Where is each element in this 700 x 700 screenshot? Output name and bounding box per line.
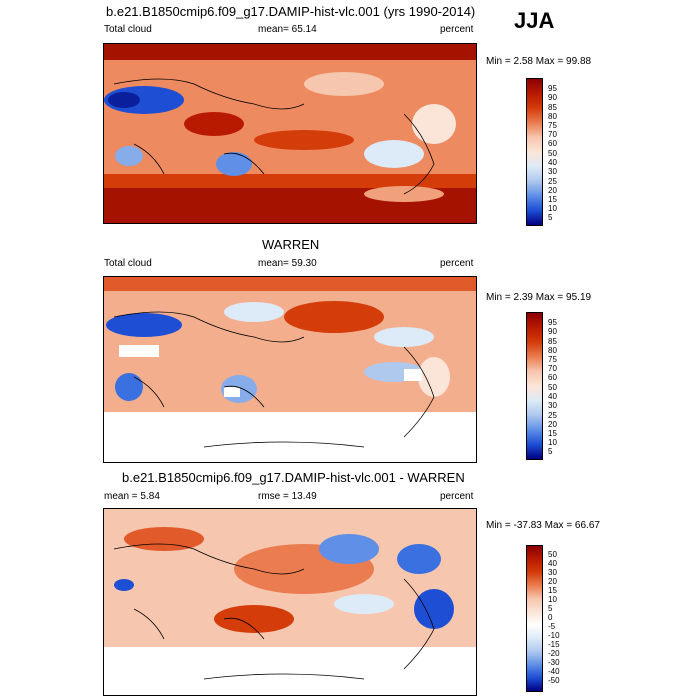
panel3-mean-label: mean = 5.84 [104, 491, 160, 502]
panel2-title: WARREN [262, 237, 320, 252]
panel3-minmax: Min = -37.83 Max = 66.67 [486, 520, 600, 531]
panel3-cb-label: 50 [548, 550, 557, 559]
panel2-units-label: percent [440, 258, 474, 269]
panel2-cb-label: 75 [548, 355, 557, 364]
panel2-cb-label: 5 [548, 447, 553, 456]
panel1-title: b.e21.B1850cmip6.f09_g17.DAMIP-hist-vlc.… [106, 4, 476, 19]
panel1-colorbar [526, 78, 543, 226]
panel1-mean-label: mean= 65.14 [258, 24, 317, 35]
panel3-cb-label: 0 [548, 613, 553, 622]
panel1-cb-label: 20 [548, 186, 557, 195]
panel2-cb-label: 95 [548, 318, 557, 327]
panel2-cb-label: 30 [548, 401, 557, 410]
panel3-cb-label: 30 [548, 568, 557, 577]
panel2-cb-label: 10 [548, 438, 557, 447]
panel3-rmse-label: rmse = 13.49 [258, 491, 317, 502]
panel2-left-label: Total cloud [104, 258, 152, 269]
panel1-map-field [104, 44, 476, 223]
panel2-cb-label: 50 [548, 383, 557, 392]
panel1-cb-label: 75 [548, 121, 557, 130]
panel3-cb-label: -5 [548, 622, 556, 631]
panel3-cb-label: 40 [548, 559, 557, 568]
panel3-cb-label: 5 [548, 604, 553, 613]
panel2-cb-label: 80 [548, 346, 557, 355]
panel1-cb-label: 15 [548, 195, 557, 204]
panel3-cb-label: 10 [548, 595, 557, 604]
panel3-cb-label: -15 [548, 640, 560, 649]
panel1-cb-label: 70 [548, 130, 557, 139]
panel2-cb-label: 15 [548, 429, 557, 438]
panel2-cb-label: 85 [548, 337, 557, 346]
panel2-colorbar [526, 312, 543, 460]
panel2-minmax: Min = 2.39 Max = 95.19 [486, 292, 592, 303]
panel3-cb-label: 15 [548, 586, 557, 595]
panel2-cb-label: 20 [548, 420, 557, 429]
season-label: JJA [514, 8, 555, 33]
panel3-cb-label: -40 [548, 667, 560, 676]
panel3-units-label: percent [440, 491, 474, 502]
panel2-cb-label: 60 [548, 373, 557, 382]
panel2-map-field [104, 277, 476, 462]
panel3-map [103, 508, 477, 696]
panel1-cb-label: 25 [548, 177, 557, 186]
panel3-cb-label: -50 [548, 676, 560, 685]
panel2-cb-label: 25 [548, 411, 557, 420]
panel1-minmax: Min = 2.58 Max = 99.88 [486, 56, 592, 67]
panel1-cb-label: 85 [548, 103, 557, 112]
panel1-cb-label: 60 [548, 139, 557, 148]
panel2-cb-label: 70 [548, 364, 557, 373]
panel2-mean-label: mean= 59.30 [258, 258, 317, 269]
panel3-map-field [104, 509, 476, 695]
panel2-map [103, 276, 477, 463]
panel3-cb-label: 20 [548, 577, 557, 586]
panel1-units-label: percent [440, 24, 474, 35]
panel1-cb-label: 80 [548, 112, 557, 121]
panel1-cb-label: 40 [548, 158, 557, 167]
panel2-cb-label: 40 [548, 392, 557, 401]
panel2-cb-label: 90 [548, 327, 557, 336]
panel1-cb-label: 30 [548, 167, 557, 176]
panel3-cb-label: -20 [548, 649, 560, 658]
panel1-cb-label: 90 [548, 93, 557, 102]
panel3-cb-label: -30 [548, 658, 560, 667]
panel3-title: b.e21.B1850cmip6.f09_g17.DAMIP-hist-vlc.… [122, 470, 465, 485]
panel1-cb-label: 5 [548, 213, 553, 222]
panel3-cb-label: -10 [548, 631, 560, 640]
panel1-map [103, 43, 477, 224]
panel1-cb-label: 50 [548, 149, 557, 158]
panel1-cb-label: 95 [548, 84, 557, 93]
panel1-cb-label: 10 [548, 204, 557, 213]
panel3-colorbar [526, 545, 543, 692]
panel1-left-label: Total cloud [104, 24, 152, 35]
